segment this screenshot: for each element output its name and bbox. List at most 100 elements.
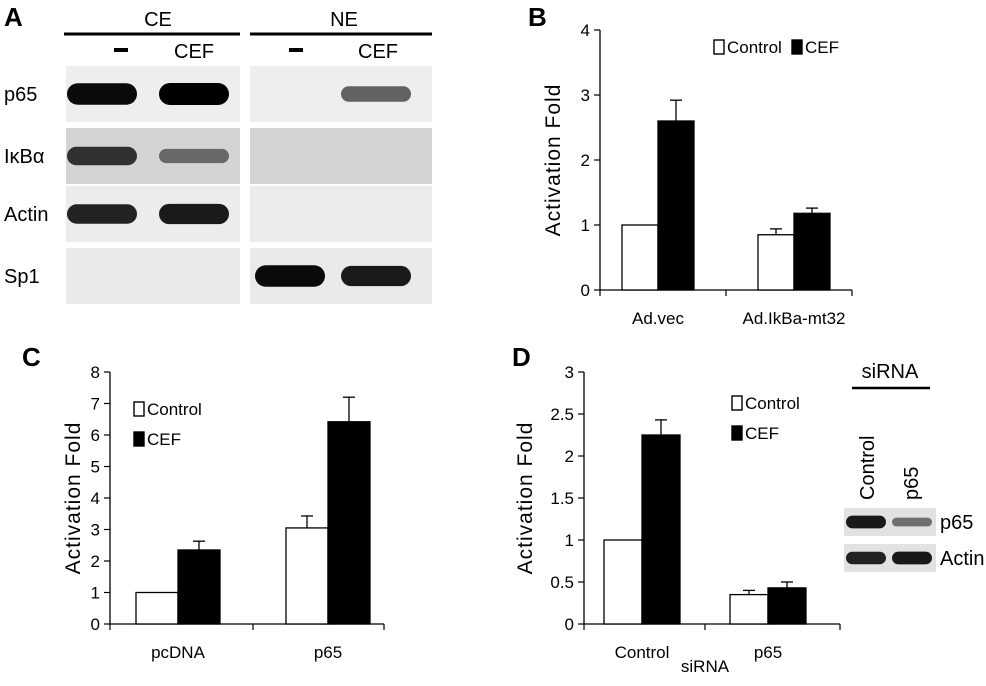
- panel-c-bar-chart: C 0 1 2 3 4 5 6 7 8 Activation Fold pcDNA p65 Contro…: [22, 342, 385, 662]
- blot-a-band: [159, 83, 229, 105]
- bar-cef: [327, 421, 371, 625]
- y-tick-label: 3: [581, 86, 590, 105]
- y-axis-title: Activation Fold: [62, 422, 85, 575]
- y-tick-label: 1: [91, 584, 100, 603]
- x-category-label: Ad.IkBa-mt32: [743, 309, 846, 328]
- y-tick-label: 2: [581, 151, 590, 170]
- blot-d-band: [892, 551, 932, 565]
- y-tick-label: 5: [91, 458, 100, 477]
- y-tick-label: 3: [565, 363, 574, 382]
- group-label-ce: CE: [144, 9, 172, 31]
- legend-swatch-control: [731, 395, 743, 411]
- blot-d-band: [892, 517, 932, 527]
- y-tick-label: 1: [581, 216, 590, 235]
- x-axis-title: siRNA: [681, 657, 730, 676]
- blot-a-row-label: Actin: [4, 204, 48, 226]
- bar-cef: [767, 587, 807, 625]
- x-category-label: Control: [615, 643, 670, 662]
- bar-cef: [177, 549, 221, 625]
- blot-d-band: [846, 551, 886, 565]
- y-tick-label: 2: [565, 447, 574, 466]
- lane-label-ce-minus: [114, 48, 128, 52]
- y-tick-label: 1: [565, 531, 574, 550]
- legend: Control CEF: [713, 38, 839, 57]
- bar-control: [135, 591, 179, 625]
- y-tick-label: 2: [91, 552, 100, 571]
- blot-a-row-label: Sp1: [4, 266, 40, 288]
- legend-swatch-control: [713, 39, 725, 55]
- blot-a-band: [67, 83, 137, 105]
- blot-d-lane-control: Control: [857, 436, 879, 500]
- bar-control: [757, 234, 795, 291]
- blot-a-band: [341, 86, 411, 102]
- legend-swatch-cef: [791, 39, 803, 55]
- panel-b-letter: B: [528, 2, 547, 32]
- x-category-label: pcDNA: [151, 643, 206, 662]
- blot-a-membrane: [250, 186, 432, 242]
- blot-a-row-label: p65: [4, 84, 37, 106]
- lane-label-ne-cef: CEF: [358, 41, 398, 63]
- legend-label-control: Control: [727, 38, 782, 57]
- panel-a-western-blot: A CE NE CEF CEF p65 IκBα Actin Sp1: [4, 2, 432, 304]
- legend-swatch-cef: [133, 431, 145, 447]
- y-tick-label: 6: [91, 426, 100, 445]
- blot-a-rows: p65 IκBα Actin Sp1: [4, 66, 432, 304]
- panel-a-letter: A: [4, 2, 23, 32]
- blot-a-membrane: [250, 128, 432, 184]
- y-tick-label: 0: [565, 615, 574, 634]
- legend-label-control: Control: [745, 394, 800, 413]
- blot-d-row-label: p65: [940, 512, 973, 534]
- panel-d-sirna-blot: siRNA Control p65 p65 Actin: [844, 361, 984, 572]
- bar-control: [729, 593, 769, 625]
- y-axis-title: Activation Fold: [514, 422, 537, 575]
- legend: Control CEF: [133, 400, 202, 449]
- y-tick-label: 7: [91, 395, 100, 414]
- x-category-label: p65: [754, 643, 782, 662]
- y-axis-title: Activation Fold: [542, 84, 565, 237]
- blot-a-band: [255, 265, 325, 287]
- blot-a-membrane: [66, 248, 240, 304]
- y-tick-label: 4: [581, 21, 590, 40]
- blot-a-band: [159, 148, 229, 164]
- panel-d-bar-chart: D 0 0.5 1 1.5 2 2.5 3 Activation Fold Control p65…: [512, 342, 841, 676]
- y-tick-label: 3: [91, 521, 100, 540]
- lane-label-ce-cef: CEF: [174, 41, 214, 63]
- legend-label-control: Control: [147, 400, 202, 419]
- bar-control: [621, 224, 659, 291]
- panel-d-letter: D: [512, 342, 531, 372]
- sirna-header: siRNA: [862, 361, 919, 383]
- blot-d-band: [846, 515, 886, 529]
- blot-d-rows: p65 Actin: [844, 508, 984, 572]
- y-tick-label: 0.5: [550, 573, 574, 592]
- legend: Control CEF: [731, 394, 800, 443]
- y-tick-label: 8: [91, 363, 100, 382]
- bar-control: [285, 527, 329, 625]
- y-tick-label: 0: [581, 281, 590, 300]
- blot-a-band: [341, 265, 411, 287]
- panel-b-bar-chart: B 0 1 2 3 4 Activation Fold Ad.vec Ad.IkBa-mt32…: [528, 2, 853, 328]
- y-tick-label: 2.5: [550, 405, 574, 424]
- blot-a-row-label: IκBα: [4, 146, 44, 168]
- blot-d-lane-p65: p65: [901, 467, 923, 500]
- lane-label-ne-minus: [289, 48, 303, 52]
- blot-a-band: [67, 204, 137, 224]
- x-category-label: Ad.vec: [632, 309, 684, 328]
- blot-a-band: [67, 146, 137, 166]
- group-label-ne: NE: [330, 9, 358, 31]
- legend-swatch-control: [133, 401, 145, 417]
- blot-d-row-label: Actin: [940, 548, 984, 570]
- x-category-label: p65: [314, 643, 342, 662]
- bar-cef: [641, 434, 681, 625]
- blot-a-band: [159, 203, 229, 225]
- legend-label-cef: CEF: [745, 424, 779, 443]
- panel-c-letter: C: [22, 342, 41, 372]
- bar-cef: [657, 120, 695, 291]
- bar-control: [603, 539, 643, 625]
- legend-swatch-cef: [731, 425, 743, 441]
- y-tick-label: 4: [91, 489, 100, 508]
- legend-label-cef: CEF: [147, 430, 181, 449]
- bar-cef: [793, 212, 831, 291]
- y-tick-label: 1.5: [550, 489, 574, 508]
- legend-label-cef: CEF: [805, 38, 839, 57]
